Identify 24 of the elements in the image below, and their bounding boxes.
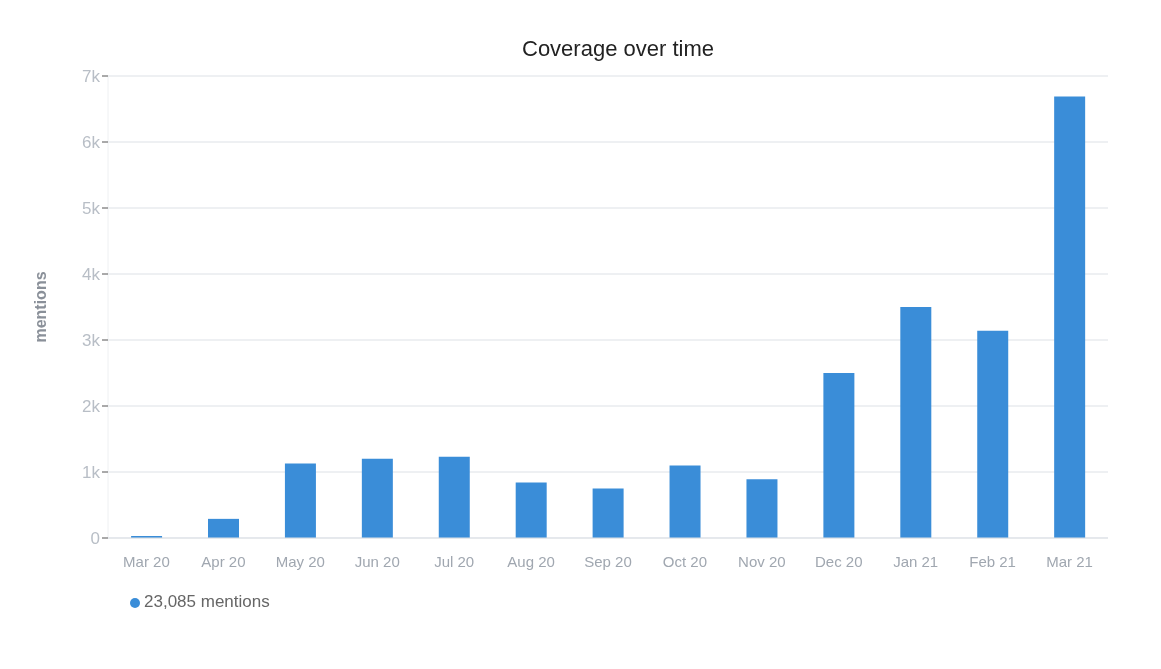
- y-tick-label: 0: [90, 529, 100, 549]
- x-tick-label: Aug 20: [507, 552, 555, 570]
- x-tick-label: Feb 21: [969, 552, 1016, 570]
- y-tick-label: 6k: [82, 133, 101, 153]
- x-tick-label: Mar 20: [123, 552, 170, 570]
- y-tick-label: 4k: [82, 265, 101, 285]
- legend-label: 23,085 mentions: [144, 592, 270, 611]
- y-tick-label: 1k: [82, 463, 101, 483]
- x-tick-label: Oct 20: [662, 552, 708, 570]
- y-tick-label: 7k: [82, 67, 101, 87]
- x-tick-label: May 20: [275, 552, 325, 570]
- y-axis-title: mentions: [31, 271, 49, 343]
- x-tick-label: Mar 21: [1046, 552, 1093, 570]
- y-tick-label: 3k: [82, 331, 101, 351]
- x-tick-label: Jun 20: [354, 552, 400, 570]
- x-tick-label: Dec 20: [815, 552, 863, 570]
- x-tick-label: Nov 20: [738, 552, 786, 570]
- x-tick-label: Jul 20: [434, 552, 475, 570]
- x-tick-label: Sep 20: [584, 552, 632, 570]
- chart-title: Coverage over time: [521, 36, 715, 62]
- y-tick-label: 2k: [82, 397, 101, 417]
- x-tick-label: Apr 20: [201, 552, 246, 570]
- y-tick-label: 5k: [82, 199, 101, 219]
- x-tick-label: Jan 21: [893, 552, 939, 570]
